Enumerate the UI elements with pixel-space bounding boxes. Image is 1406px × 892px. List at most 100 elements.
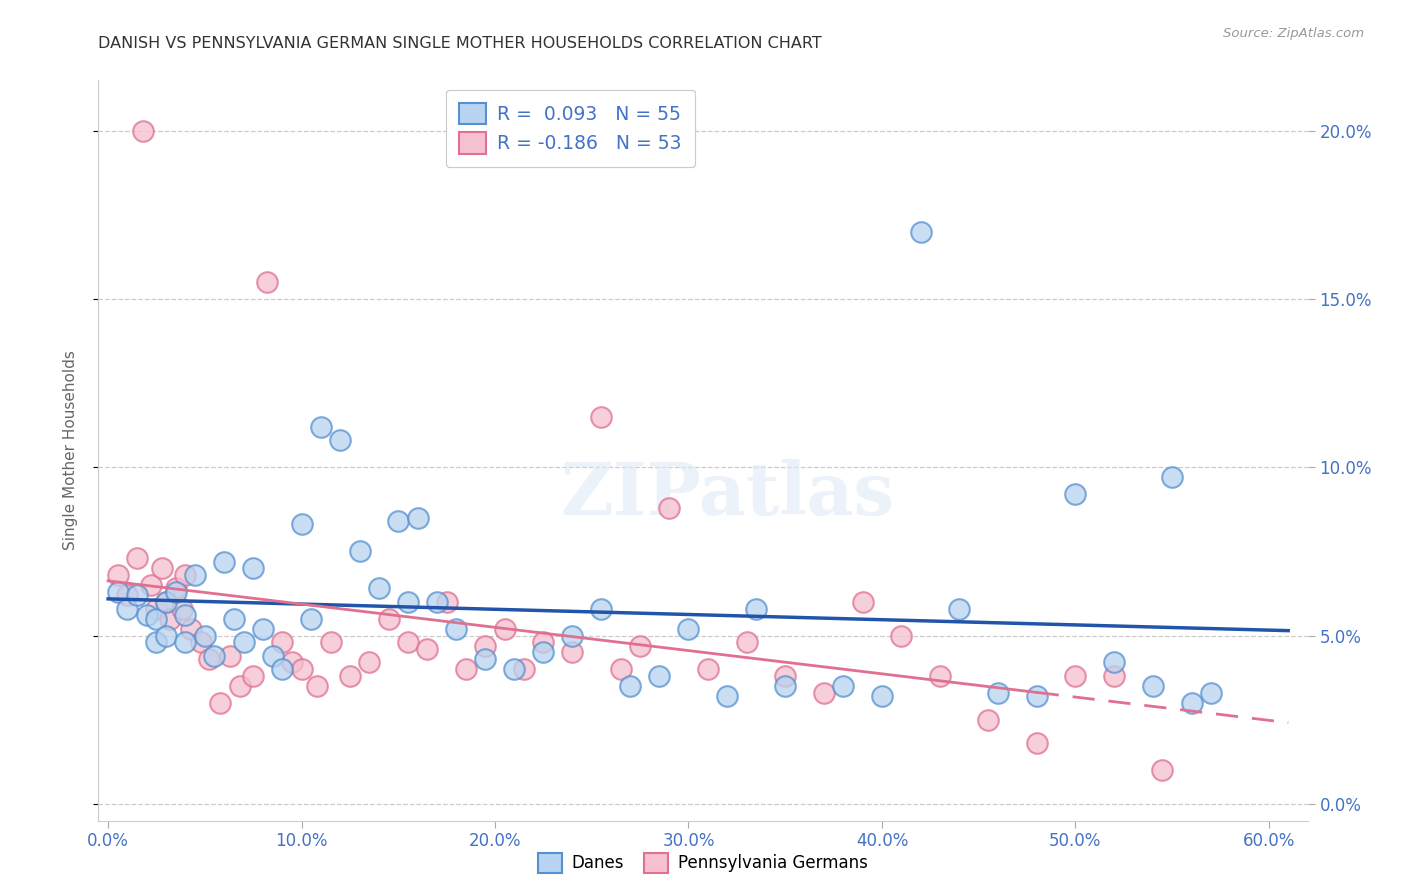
Point: [174, 608, 197, 623]
Point: [145, 635, 167, 649]
Point: [474, 639, 496, 653]
Point: [396, 635, 419, 649]
Point: [591, 601, 613, 615]
Point: [290, 662, 312, 676]
Point: [219, 648, 242, 663]
Point: [561, 645, 583, 659]
Point: [159, 612, 181, 626]
Point: [832, 679, 855, 693]
Point: [773, 679, 796, 693]
Point: [436, 595, 458, 609]
Point: [929, 669, 952, 683]
Point: [396, 595, 419, 609]
Point: [139, 578, 162, 592]
Point: [212, 554, 235, 569]
Point: [194, 628, 217, 642]
Point: [503, 662, 526, 676]
Point: [299, 612, 322, 626]
Point: [387, 514, 409, 528]
Point: [531, 645, 554, 659]
Point: [155, 595, 177, 609]
Point: [242, 669, 264, 683]
Point: [454, 662, 477, 676]
Point: [1152, 763, 1174, 777]
Point: [648, 669, 671, 683]
Point: [339, 669, 361, 683]
Text: Source: ZipAtlas.com: Source: ZipAtlas.com: [1223, 27, 1364, 40]
Point: [1025, 689, 1047, 703]
Point: [132, 124, 155, 138]
Point: [271, 635, 294, 649]
Point: [262, 648, 284, 663]
Point: [474, 652, 496, 666]
Point: [228, 679, 250, 693]
Point: [252, 622, 274, 636]
Point: [446, 622, 468, 636]
Point: [1180, 696, 1202, 710]
Point: [197, 652, 219, 666]
Point: [368, 582, 391, 596]
Legend: R =  0.093   N = 55, R = -0.186   N = 53: R = 0.093 N = 55, R = -0.186 N = 53: [446, 90, 695, 167]
Point: [180, 622, 202, 636]
Point: [174, 568, 197, 582]
Point: [319, 635, 342, 649]
Point: [1142, 679, 1164, 693]
Point: [271, 662, 294, 676]
Point: [209, 696, 232, 710]
Point: [1064, 669, 1087, 683]
Point: [658, 500, 681, 515]
Point: [678, 622, 700, 636]
Point: [204, 648, 226, 663]
Legend: Danes, Pennsylvania Germans: Danes, Pennsylvania Germans: [531, 847, 875, 880]
Point: [494, 622, 516, 636]
Point: [145, 612, 167, 626]
Point: [165, 582, 187, 596]
Point: [170, 601, 193, 615]
Point: [242, 561, 264, 575]
Text: DANISH VS PENNSYLVANIA GERMAN SINGLE MOTHER HOUSEHOLDS CORRELATION CHART: DANISH VS PENNSYLVANIA GERMAN SINGLE MOT…: [98, 36, 823, 51]
Point: [155, 595, 177, 609]
Point: [870, 689, 893, 703]
Point: [107, 568, 129, 582]
Point: [1199, 686, 1222, 700]
Point: [1102, 656, 1125, 670]
Point: [716, 689, 738, 703]
Point: [127, 588, 149, 602]
Point: [127, 551, 149, 566]
Point: [1102, 669, 1125, 683]
Point: [619, 679, 641, 693]
Point: [281, 656, 304, 670]
Point: [910, 225, 932, 239]
Point: [256, 275, 278, 289]
Point: [890, 628, 912, 642]
Point: [948, 601, 970, 615]
Point: [117, 601, 139, 615]
Point: [305, 679, 328, 693]
Point: [406, 510, 429, 524]
Point: [531, 635, 554, 649]
Point: [1025, 736, 1047, 750]
Point: [1161, 470, 1184, 484]
Point: [329, 434, 352, 448]
Point: [145, 601, 167, 615]
Point: [977, 713, 1000, 727]
Point: [150, 561, 173, 575]
Point: [290, 517, 312, 532]
Point: [773, 669, 796, 683]
Point: [591, 409, 613, 424]
Point: [222, 612, 245, 626]
Point: [232, 635, 254, 649]
Point: [349, 544, 371, 558]
Point: [813, 686, 835, 700]
Point: [852, 595, 875, 609]
Point: [107, 584, 129, 599]
Point: [174, 635, 197, 649]
Point: [416, 642, 439, 657]
Point: [309, 420, 332, 434]
Point: [745, 601, 768, 615]
Point: [359, 656, 381, 670]
Point: [377, 612, 399, 626]
Point: [184, 568, 207, 582]
Point: [987, 686, 1010, 700]
Point: [135, 608, 157, 623]
